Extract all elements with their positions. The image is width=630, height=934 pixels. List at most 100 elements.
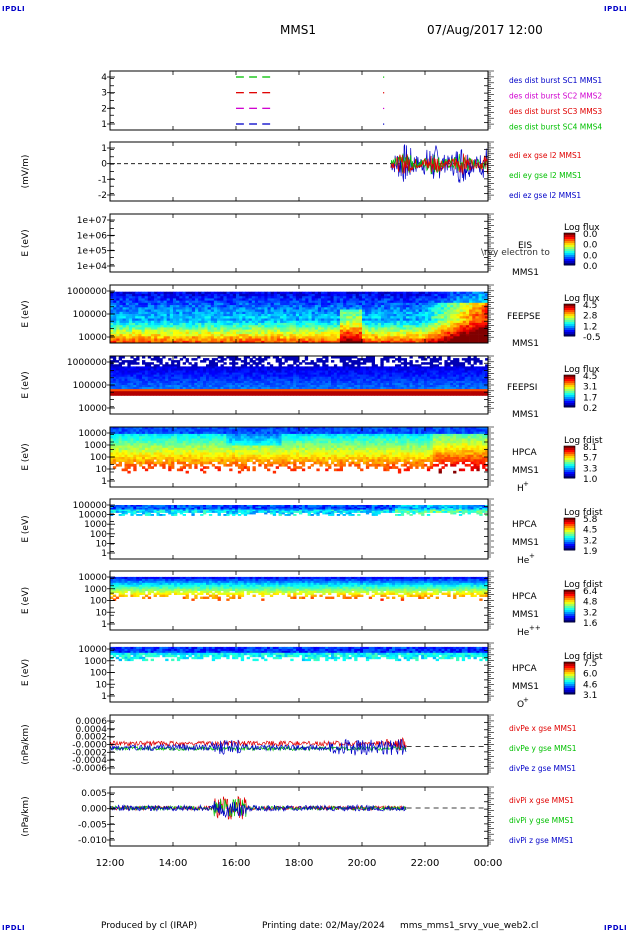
heatmap-cell — [127, 391, 131, 394]
heatmap-cell — [223, 305, 227, 308]
heatmap-cell — [188, 340, 193, 344]
heatmap-cell — [223, 374, 227, 378]
heatmap-cell — [229, 296, 234, 299]
heatmap-cell — [429, 393, 434, 396]
heatmap-cell — [217, 336, 221, 339]
heatmap-cell — [425, 309, 429, 313]
heatmap-cell — [325, 393, 329, 396]
heatmap-cell — [144, 314, 149, 317]
heatmap-cell — [248, 311, 253, 315]
heatmap-cell — [110, 364, 114, 367]
heatmap-cell — [173, 296, 177, 299]
heatmap-cell — [400, 391, 405, 394]
heatmap-cell — [236, 314, 240, 317]
heatmap-cell — [425, 334, 429, 337]
heatmap-cell — [261, 391, 265, 394]
heatmap-cell — [144, 296, 149, 299]
heatmap-cell — [360, 385, 364, 388]
heatmap-cell — [160, 311, 164, 315]
heatmap-cell — [240, 380, 245, 384]
heatmap-cell — [110, 378, 114, 382]
heatmap-cell — [284, 389, 288, 392]
heatmap-cell — [130, 374, 134, 378]
heatmap-cell — [447, 325, 451, 328]
heatmap-cell — [254, 320, 259, 324]
heatmap-cell — [324, 327, 328, 330]
heatmap-cell — [242, 311, 246, 315]
heatmap-cell — [236, 338, 240, 342]
heatmap-cell — [304, 370, 309, 373]
heatmap-cell — [377, 389, 381, 392]
heatmap-cell — [141, 316, 145, 319]
heatmap-cell — [116, 331, 120, 335]
heatmap-cell — [144, 305, 149, 308]
heatmap-cell — [154, 325, 158, 328]
colorbar-tick-label: 0.0 — [583, 241, 598, 251]
heatmap-cell — [201, 334, 205, 337]
heatmap-cell — [264, 322, 268, 326]
heatmap-cell — [115, 368, 120, 371]
heatmap-cell — [289, 298, 293, 301]
heatmap-cell — [232, 336, 237, 339]
heatmap-cell — [232, 372, 236, 376]
heatmap-cell — [273, 302, 278, 306]
heatmap-cell — [339, 302, 344, 306]
heatmap-cell — [421, 305, 426, 308]
heatmap-cell — [113, 322, 117, 326]
heatmap-cell — [223, 370, 227, 373]
heatmap-cell — [292, 334, 297, 337]
heatmap-cell — [203, 366, 207, 369]
heatmap-cell — [179, 331, 183, 335]
heatmap-cell — [387, 296, 391, 299]
heatmap-cell — [465, 331, 470, 335]
heatmap-cell — [371, 329, 375, 333]
heatmap-cell — [362, 338, 366, 342]
heatmap-cell — [132, 309, 136, 313]
heatmap-cell — [409, 320, 413, 324]
heatmap-cell — [128, 300, 133, 304]
heatmap-cell — [251, 325, 256, 328]
heatmap-cell — [220, 385, 224, 388]
heatmap-cell — [346, 305, 350, 308]
heatmap-cell — [118, 380, 122, 384]
heatmap-cell — [346, 331, 350, 335]
heatmap-cell — [275, 366, 279, 369]
heatmap-cell — [121, 368, 125, 371]
heatmap-cell — [179, 291, 183, 295]
heatmap-cell — [239, 300, 243, 304]
heatmap-cell — [399, 316, 404, 319]
heatmap-cell — [264, 325, 268, 328]
heatmap-cell — [409, 391, 413, 394]
heatmap-cell — [207, 300, 212, 304]
heatmap-cell — [160, 318, 164, 322]
heatmap-cell — [130, 389, 134, 392]
heatmap-cell — [110, 380, 114, 384]
heatmap-cell — [339, 291, 344, 295]
heatmap-cell — [163, 322, 168, 326]
heatmap-cell — [195, 336, 199, 339]
heatmap-cell — [242, 293, 246, 297]
heatmap-cell — [365, 374, 370, 378]
heatmap-cell — [185, 378, 189, 382]
heatmap-cell — [264, 385, 268, 388]
heatmap-cell — [267, 300, 271, 304]
heatmap-cell — [136, 382, 140, 386]
heatmap-cell — [434, 318, 438, 322]
heatmap-cell — [267, 387, 271, 390]
heatmap-cell — [220, 305, 224, 308]
heatmap-cell — [481, 316, 486, 319]
heatmap-cell — [217, 356, 221, 359]
heatmap-cell — [403, 358, 407, 361]
heatmap-cell — [314, 329, 319, 333]
heatmap-cell — [352, 322, 356, 326]
heatmap-cell — [380, 300, 385, 304]
heatmap-cell — [415, 368, 419, 371]
heatmap-cell — [349, 318, 353, 322]
heatmap-cell — [176, 391, 181, 394]
heatmap-cell — [176, 372, 181, 376]
heatmap-cell — [450, 327, 454, 330]
heatmap-cell — [160, 291, 164, 295]
heatmap-cell — [437, 334, 442, 337]
heatmap-cell — [333, 389, 338, 392]
heatmap-cell — [472, 316, 476, 319]
